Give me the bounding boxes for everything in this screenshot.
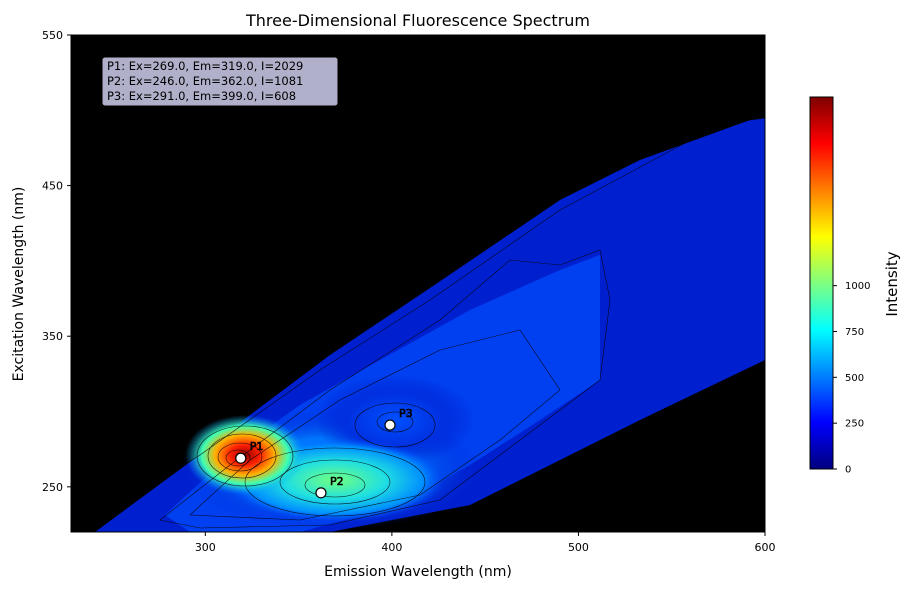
peak-markers: P1 P2 P3: [235, 407, 413, 499]
plot-frame: [70, 34, 766, 533]
y-axis-label: Excitation Wavelength (nm): [11, 187, 27, 382]
peak-label-p2: P2: [330, 475, 344, 488]
colorbar-label: Intensity: [883, 251, 901, 316]
colorbar-tick-label: 750: [845, 327, 864, 338]
peak-point-p2: [315, 487, 327, 499]
colorbar-tick-label: 1000: [845, 281, 870, 292]
contour-lines: [114, 117, 765, 529]
peak-point-p3: [384, 419, 396, 431]
y-tick-label: 350: [42, 330, 63, 343]
x-axis-label: Emission Wavelength (nm): [324, 564, 512, 580]
x-tick-label: 400: [381, 541, 402, 554]
annotation-line-p1: P1: Ex=269.0, Em=319.0, I=2029: [107, 59, 303, 73]
x-tick-label: 600: [755, 541, 776, 554]
y-axis: 250 350 450 550: [42, 29, 71, 494]
colorbar-tick-label: 500: [845, 373, 864, 384]
chart-title: Three-Dimensional Fluorescence Spectrum: [245, 11, 590, 30]
x-tick-label: 500: [568, 541, 589, 554]
colorbar: 0 250 500 750 1000 Intensity: [809, 96, 901, 476]
colorbar-gradient: [809, 96, 834, 470]
colorbar-tick-label: 250: [845, 419, 864, 430]
colorbar-ticks: 0 250 500 750 1000: [833, 281, 870, 476]
y-tick-label: 450: [42, 180, 63, 193]
peak-label-p3: P3: [399, 407, 413, 420]
peak-label-p1: P1: [250, 440, 264, 453]
annotation-box: P1: Ex=269.0, Em=319.0, I=2029 P2: Ex=24…: [101, 56, 339, 107]
colorbar-tick-label: 0: [845, 465, 851, 476]
y-tick-label: 250: [42, 481, 63, 494]
plot-area: P1 P2 P3 P1: Ex=269.0, Em=319.0, I=2029 P2…: [70, 34, 766, 533]
x-axis: 300 400 500 600: [195, 532, 776, 554]
annotation-line-p3: P3: Ex=291.0, Em=399.0, I=608: [107, 89, 296, 103]
peak-point-p1: [235, 452, 247, 464]
y-tick-label: 550: [42, 29, 63, 42]
annotation-line-p2: P2: Ex=246.0, Em=362.0, I=1081: [107, 74, 303, 88]
x-tick-label: 300: [195, 541, 216, 554]
annotation-background: [101, 56, 339, 107]
